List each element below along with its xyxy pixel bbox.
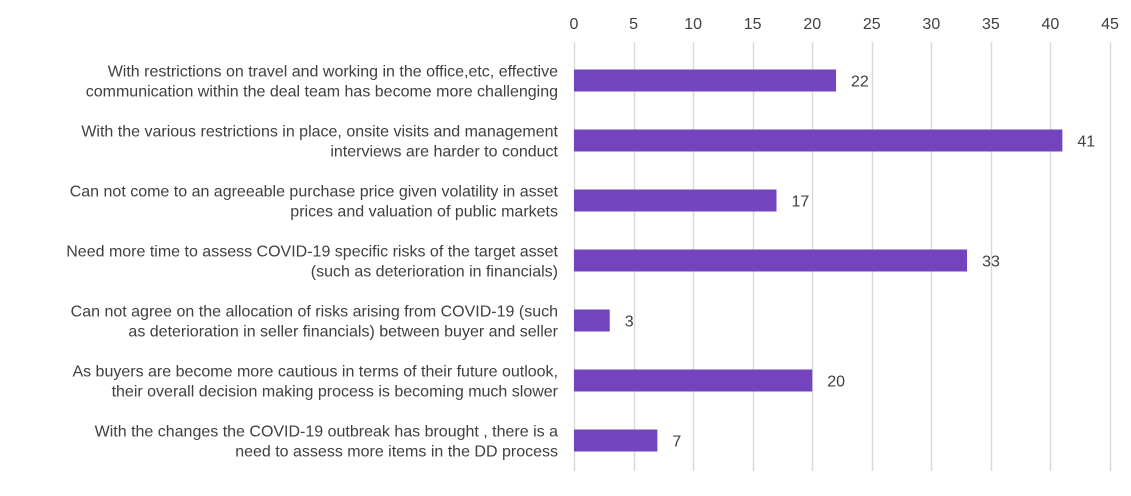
category-label-line: prices and valuation of public markets bbox=[290, 204, 558, 221]
x-tick-label: 30 bbox=[922, 16, 940, 33]
category-label-line: With the various restrictions in place, … bbox=[81, 124, 558, 141]
x-tick-label: 35 bbox=[982, 16, 1000, 33]
bar bbox=[574, 429, 658, 452]
category-label-line: With the changes the COVID-19 outbreak h… bbox=[95, 424, 558, 441]
bar bbox=[574, 369, 813, 392]
x-tick-label: 10 bbox=[684, 16, 702, 33]
category-label-line: (such as deterioration in financials) bbox=[311, 264, 558, 281]
data-label: 17 bbox=[791, 194, 809, 211]
category-label-line: communication within the deal team has b… bbox=[86, 84, 558, 101]
x-tick-label: 45 bbox=[1101, 16, 1119, 33]
category-label-line: Can not come to an agreeable purchase pr… bbox=[70, 184, 559, 201]
x-tick-label: 40 bbox=[1042, 16, 1060, 33]
category-label-line: need to assess more items in the DD proc… bbox=[235, 444, 558, 461]
category-label-line: their overall decision making process is… bbox=[112, 384, 559, 401]
category-label-line: Need more time to assess COVID-19 specif… bbox=[66, 244, 558, 261]
category-label-line: Can not agree on the allocation of risks… bbox=[71, 304, 558, 321]
x-axis-ticks: 0 5 10 15 20 25 30 35 40 45 bbox=[570, 16, 1119, 33]
data-label: 20 bbox=[827, 374, 845, 391]
x-tick-label: 15 bbox=[744, 16, 762, 33]
x-tick-label: 20 bbox=[803, 16, 821, 33]
bars bbox=[574, 69, 1063, 452]
bar bbox=[574, 189, 777, 212]
category-label-line: As buyers are become more cautious in te… bbox=[72, 364, 558, 381]
x-tick-label: 25 bbox=[863, 16, 881, 33]
data-label: 41 bbox=[1077, 134, 1095, 151]
data-label: 3 bbox=[625, 314, 634, 331]
bar bbox=[574, 249, 968, 272]
category-label-line: as deterioration in seller financials) b… bbox=[128, 324, 558, 341]
category-label-line: With restrictions on travel and working … bbox=[108, 64, 558, 81]
bar bbox=[574, 69, 837, 92]
x-tick-label: 5 bbox=[629, 16, 638, 33]
bar bbox=[574, 129, 1063, 152]
x-tick-label: 0 bbox=[570, 16, 579, 33]
data-label: 7 bbox=[672, 434, 681, 451]
data-label: 33 bbox=[982, 254, 1000, 271]
category-labels: With restrictions on travel and working … bbox=[66, 64, 558, 461]
bar bbox=[574, 309, 610, 332]
category-label-line: interviews are harder to conduct bbox=[330, 144, 558, 161]
data-label: 22 bbox=[851, 74, 869, 91]
